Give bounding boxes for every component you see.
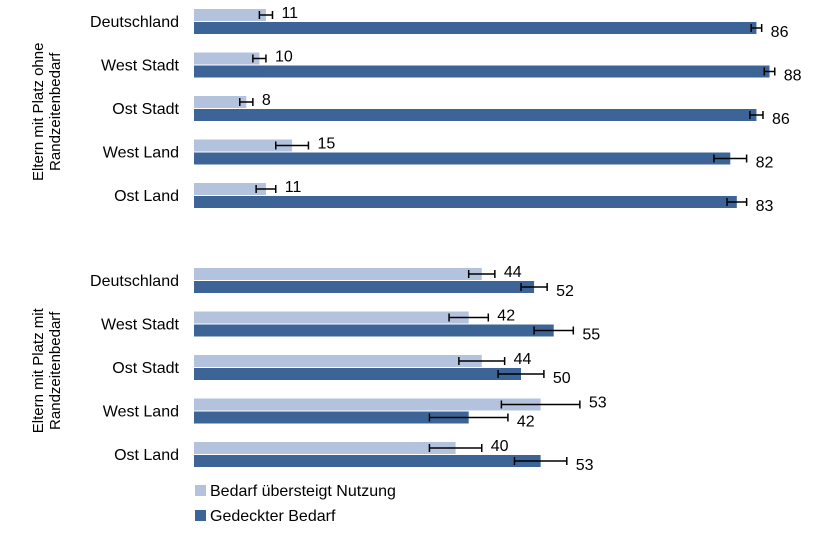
category-label-ost-land: Ost Land (114, 188, 179, 205)
bar-1-ost-land-bedarf (194, 183, 266, 195)
value-label-2-ost-stadt-2: 50 (553, 370, 571, 387)
bar-1-west-land-gedeckt (194, 152, 731, 165)
category-label-west-land: West Land (103, 145, 179, 162)
legend-swatch-2 (195, 510, 206, 521)
value-label-1-west-stadt-1: 10 (275, 49, 293, 66)
category-label-ost-land: Ost Land (114, 447, 179, 464)
value-label-2-ost-land-2: 53 (576, 457, 594, 474)
bar-2-west-stadt-gedeckt (194, 324, 554, 337)
value-label-1-deutschland-2: 86 (771, 24, 789, 41)
value-label-2-deutschland-1: 44 (504, 264, 522, 281)
category-label-west-stadt: West Stadt (101, 58, 180, 75)
value-label-1-ost-land-1: 11 (285, 179, 302, 196)
value-label-2-deutschland-2: 52 (556, 283, 574, 300)
bar-1-ost-stadt-gedeckt (194, 109, 757, 121)
bar-1-west-stadt-bedarf (194, 52, 260, 65)
value-label-2-west-land-2: 42 (517, 414, 535, 431)
value-label-2-ost-land-1: 40 (491, 438, 509, 455)
legend-swatch-1 (195, 485, 206, 496)
bar-2-west-land-bedarf (194, 398, 541, 411)
value-label-1-ost-stadt-2: 86 (772, 111, 790, 128)
value-label-2-ost-stadt-1: 44 (514, 351, 532, 368)
category-label-west-land: West Land (103, 404, 179, 421)
bar-1-ost-stadt-bedarf (194, 96, 247, 108)
bar-1-deutschland-gedeckt (194, 22, 757, 34)
value-label-2-west-land-1: 53 (589, 395, 607, 412)
bar-2-deutschland-gedeckt (194, 281, 535, 293)
category-label-deutschland: Deutschland (90, 14, 179, 31)
category-label-deutschland: Deutschland (90, 273, 179, 290)
category-label-ost-stadt: Ost Stadt (112, 360, 179, 377)
value-label-1-deutschland-1: 11 (281, 5, 298, 22)
bar-1-deutschland-bedarf (194, 9, 266, 21)
legend-label-1: Bedarf übersteigt Nutzung (210, 483, 396, 500)
value-label-2-west-stadt-1: 42 (497, 308, 515, 325)
legend-label-2: Gedeckter Bedarf (210, 508, 336, 525)
value-label-1-ost-stadt-1: 8 (262, 92, 271, 109)
value-label-1-west-land-2: 82 (756, 155, 774, 172)
bar-2-west-land-gedeckt (194, 411, 469, 424)
bar-2-west-stadt-bedarf (194, 311, 469, 324)
category-label-ost-stadt: Ost Stadt (112, 101, 179, 118)
value-label-1-west-stadt-2: 88 (784, 68, 802, 85)
value-label-1-west-land-1: 15 (317, 136, 335, 153)
bar-1-west-stadt-gedeckt (194, 65, 770, 78)
group-label-2: Eltern mit Platz mitRandzeitenbedarf (30, 307, 64, 433)
group-label-1: Eltern mit Platz ohneRandzeitenbedarf (30, 43, 64, 181)
bar-2-ost-land-bedarf (194, 442, 456, 454)
bar-2-ost-stadt-bedarf (194, 355, 482, 367)
category-label-west-stadt: West Stadt (101, 317, 180, 334)
bar-1-ost-land-gedeckt (194, 196, 737, 208)
bar-1-west-land-bedarf (194, 139, 293, 152)
value-label-1-ost-land-2: 83 (756, 198, 774, 215)
bar-2-ost-land-gedeckt (194, 455, 541, 467)
bar-2-ost-stadt-gedeckt (194, 368, 521, 380)
value-label-2-west-stadt-2: 55 (582, 327, 600, 344)
bar-2-deutschland-bedarf (194, 268, 482, 280)
